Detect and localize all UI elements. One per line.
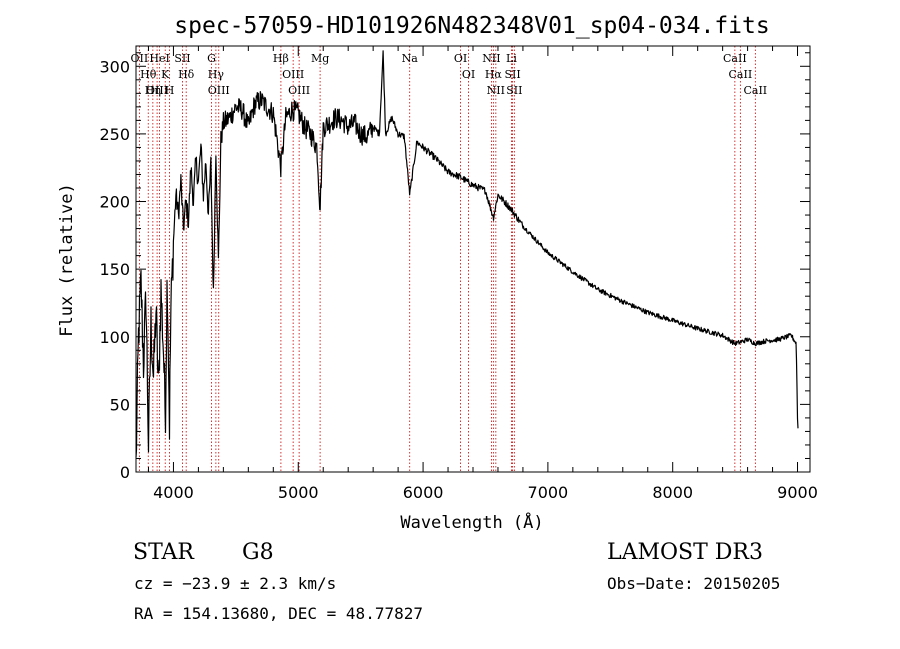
y-axis-label: Flux (relative): [57, 183, 77, 337]
y-tick-label: 150: [99, 260, 130, 279]
spectral-line-label: Hη: [145, 84, 161, 97]
spectral-line-labels: OIIHθHηOIIIHeIKHSIIHδGHγOIIIHβOIIIOIIIMg…: [131, 52, 768, 97]
x-tick-label: 8000: [652, 483, 693, 502]
x-tick-label: 5000: [278, 483, 319, 502]
x-tick-label: 4000: [153, 483, 194, 502]
spectral-line-label: G: [207, 52, 216, 65]
spectral-line-label: H: [165, 84, 175, 97]
y-tick-label: 50: [110, 395, 130, 414]
spectral-line-label: NII: [482, 52, 500, 65]
plot-frame: [135, 45, 811, 473]
spectral-line-markers: [138, 46, 756, 472]
redshift-info: cz = −23.9 ± 2.3 km/s: [134, 574, 336, 593]
object-subclass: G8: [242, 540, 274, 565]
spectral-line-label: SII: [506, 84, 522, 97]
spectral-line-label: CaII: [743, 84, 767, 97]
spectral-line-label: Hβ: [273, 52, 289, 65]
axis-ticks: 4000 5000 6000 7000 8000 9000 0 50 100 150 200 250 3…: [99, 46, 818, 502]
spectral-line-label: SII: [174, 52, 190, 65]
coordinates: RA = 154.13680, DEC = 48.77827: [134, 604, 423, 623]
spectral-line-label: CaII: [723, 52, 747, 65]
spectral-line-label: OIII: [208, 84, 230, 97]
spectral-line-label: OIII: [288, 84, 310, 97]
observation-date: Obs−Date: 20150205: [607, 574, 780, 593]
spectral-line-label: NII: [487, 84, 505, 97]
x-tick-label: 6000: [403, 483, 444, 502]
survey-name: LAMOST DR3: [607, 540, 763, 565]
spectral-line-label: OI: [462, 68, 475, 81]
spectral-line-label: Hγ: [208, 68, 225, 81]
chart-title: spec-57059-HD101926N482348V01_sp04-034.f…: [174, 13, 769, 39]
spectral-line-label: Hδ: [178, 68, 195, 81]
spectral-line-label: Hθ: [140, 68, 157, 81]
y-tick-label: 0: [120, 463, 130, 482]
spectral-line-label: Hα: [485, 68, 503, 81]
spectral-line-label: Mg: [311, 52, 329, 65]
spectral-line-label: OII: [131, 52, 149, 65]
spectral-line-label: SII: [504, 68, 520, 81]
y-tick-label: 100: [99, 328, 130, 347]
spectral-line-label: OIII: [146, 84, 168, 97]
y-tick-label: 250: [99, 125, 130, 144]
spectral-line-label: OI: [454, 52, 467, 65]
x-tick-label: 7000: [528, 483, 569, 502]
object-class: STAR: [133, 540, 195, 565]
x-axis-label: Wavelength (Å): [400, 511, 543, 533]
spectral-line-label: OIII: [282, 68, 304, 81]
spectral-line-label: K: [161, 68, 170, 81]
spectral-line-label: CaII: [729, 68, 753, 81]
y-tick-label: 200: [99, 193, 130, 212]
spectral-line-label: Li: [506, 52, 517, 65]
spectral-line-label: Na: [402, 52, 419, 65]
spectrum-series-line: [135, 50, 799, 458]
x-tick-label: 9000: [777, 483, 818, 502]
y-tick-label: 300: [99, 57, 130, 76]
spectral-line-label: HeI: [149, 52, 169, 65]
